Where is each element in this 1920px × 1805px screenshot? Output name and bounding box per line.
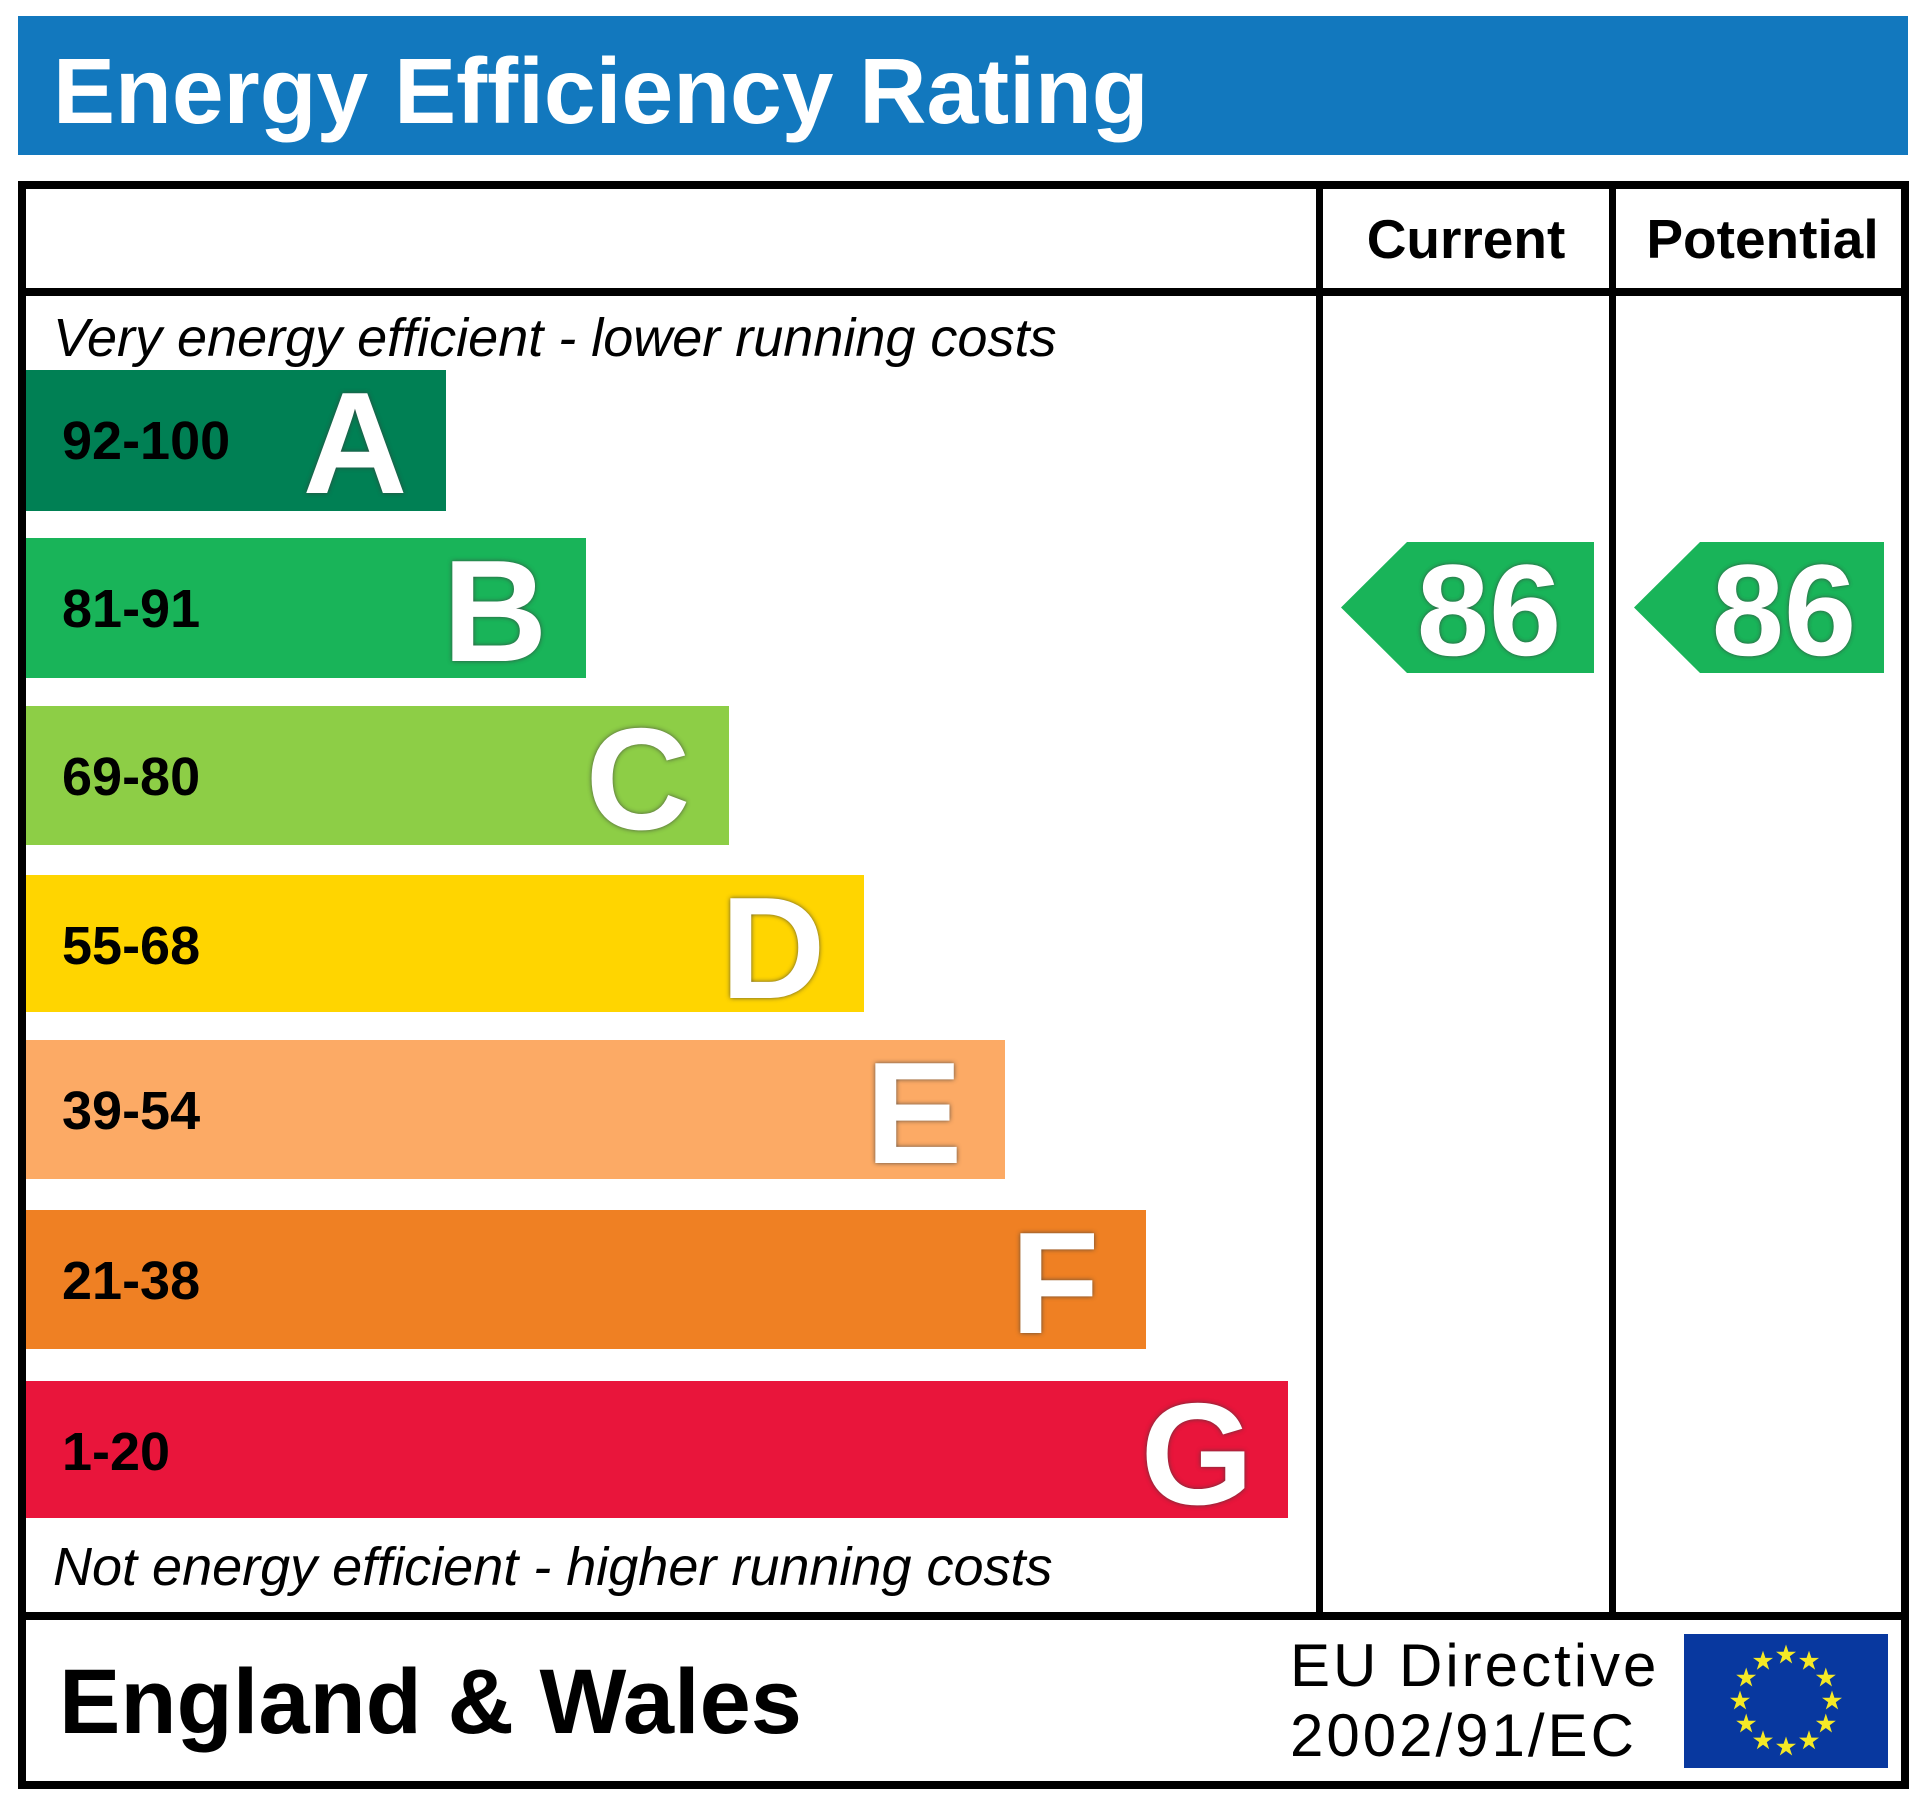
svg-text:86: 86 xyxy=(1417,542,1562,673)
svg-text:86: 86 xyxy=(1417,542,1562,673)
svg-text:86: 86 xyxy=(1712,542,1857,673)
svg-text:86: 86 xyxy=(1712,542,1857,673)
